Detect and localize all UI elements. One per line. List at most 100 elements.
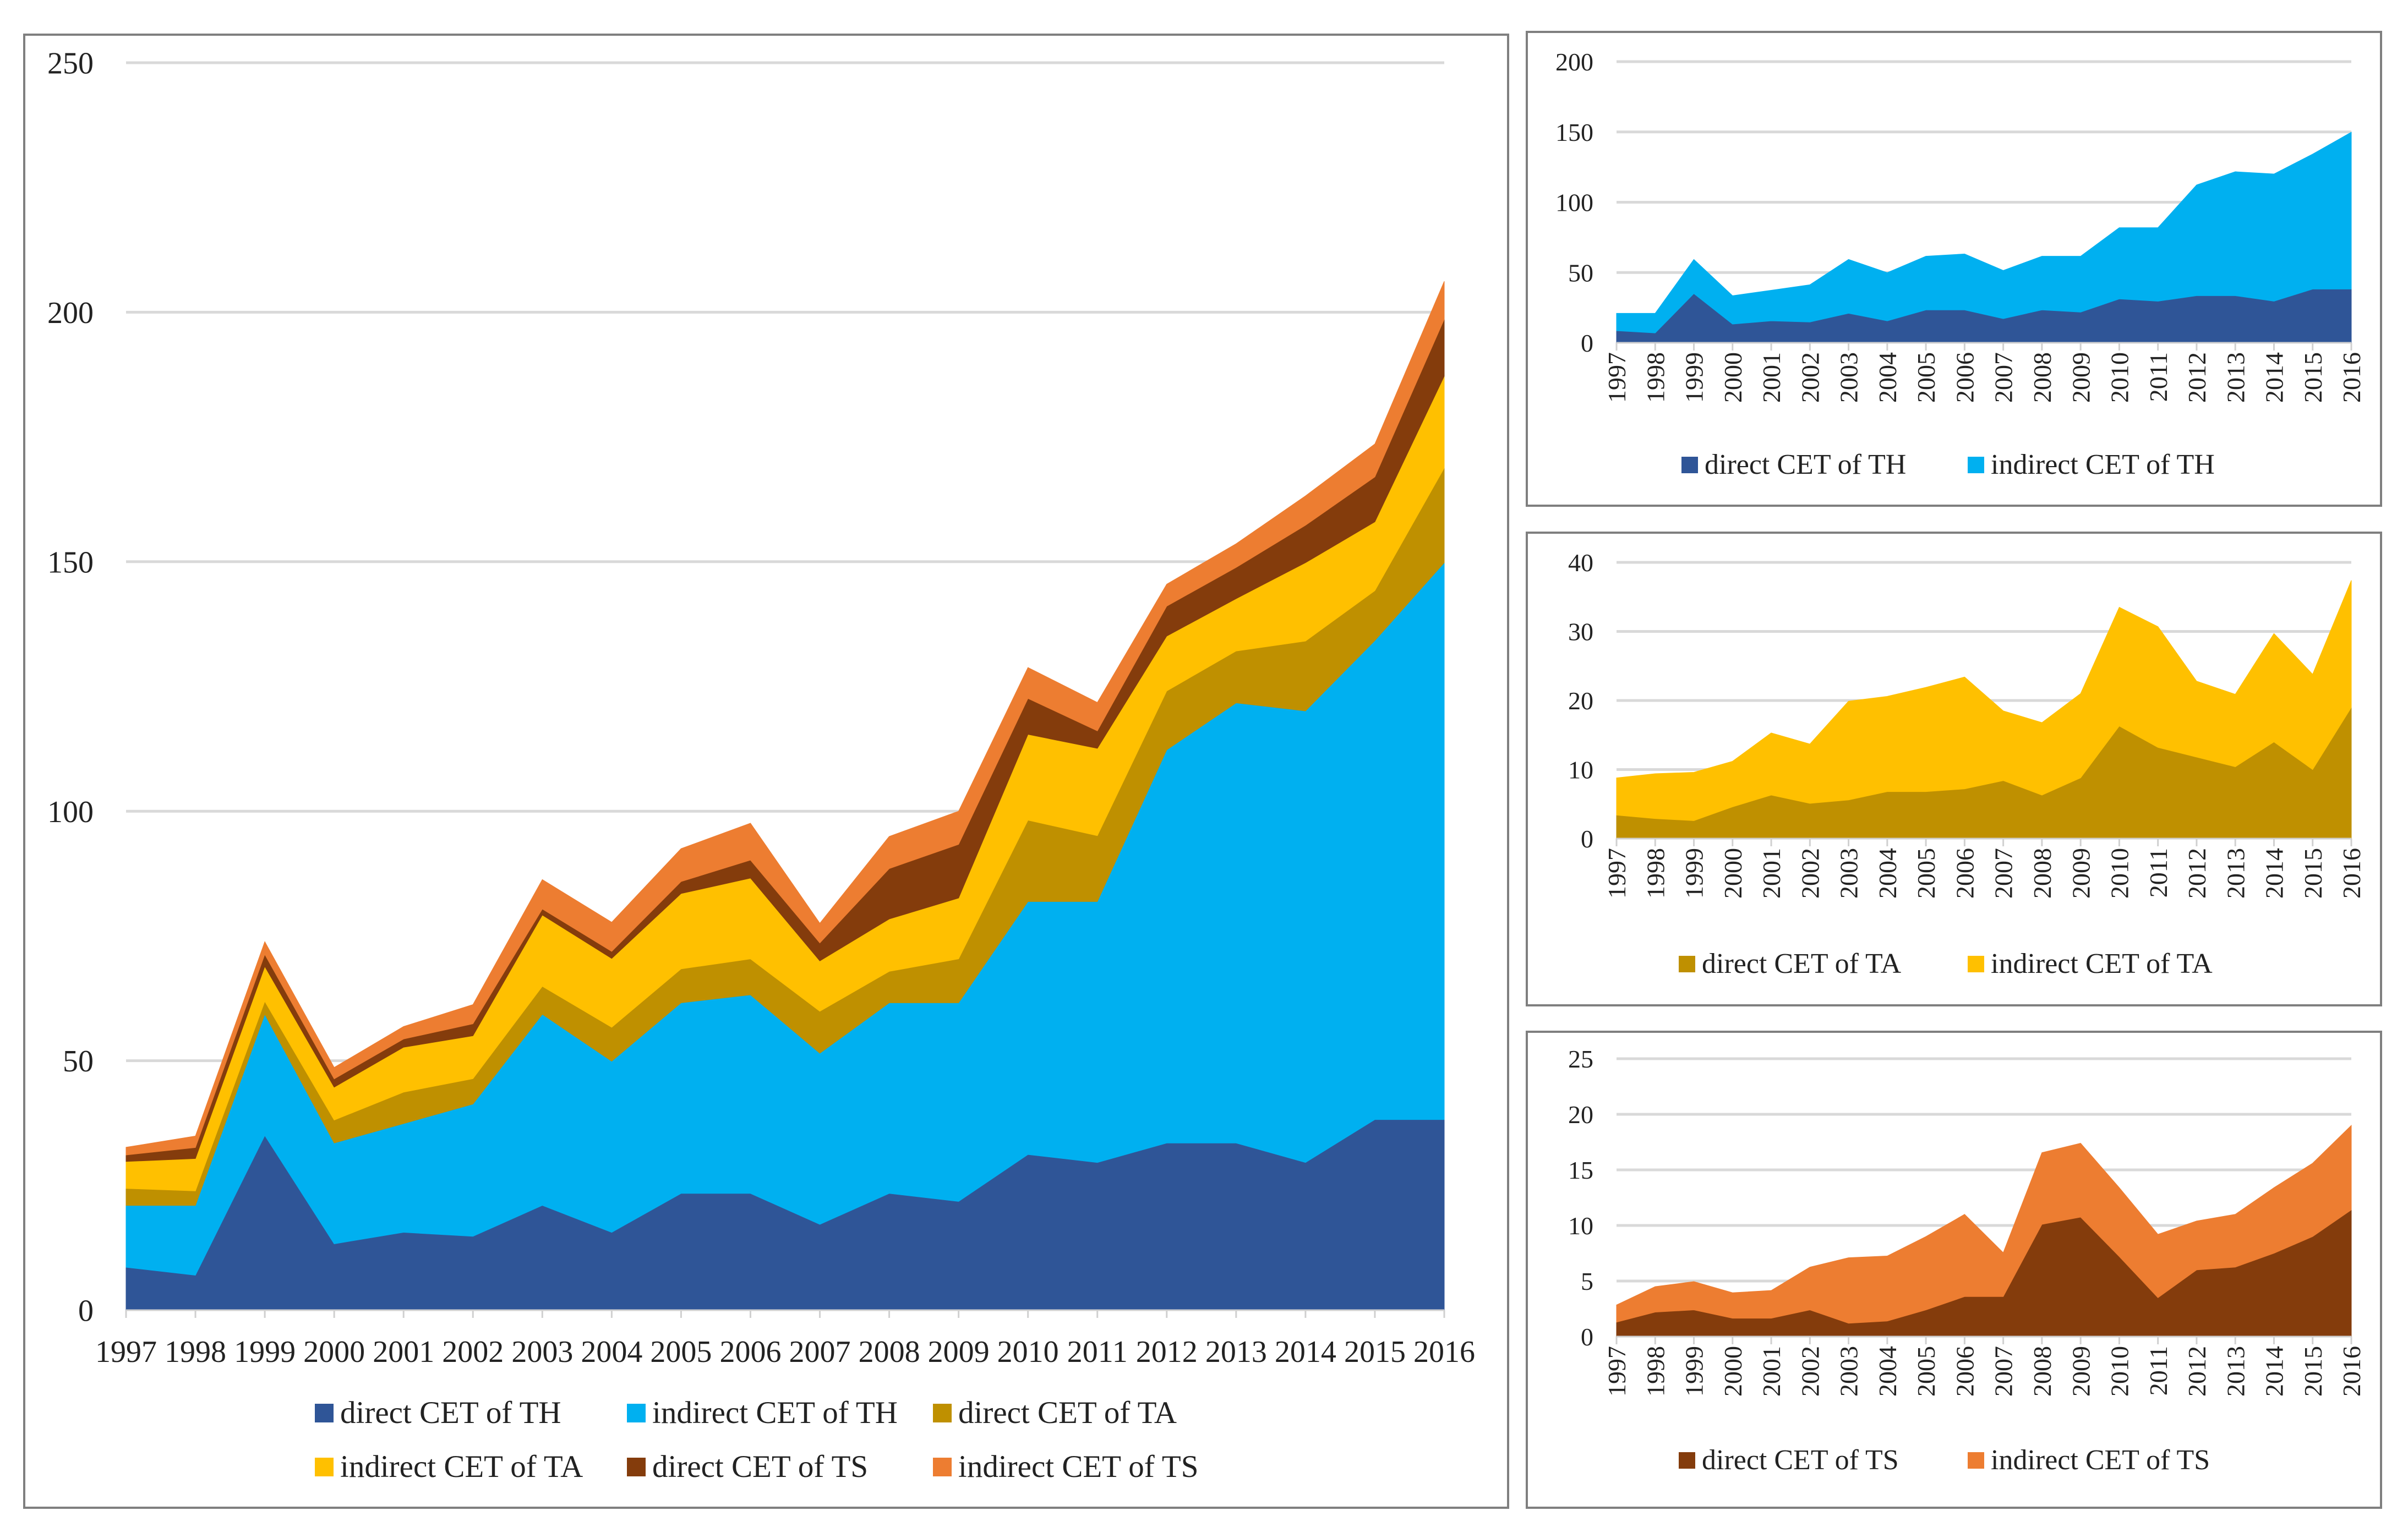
legend-ts-direct: direct CET of TS <box>1679 1444 1899 1476</box>
y-tick-label: 30 <box>1568 618 1593 646</box>
legend-label: direct CET of TH <box>1705 449 1907 480</box>
x-tick-label: 2011 <box>2144 352 2172 402</box>
x-tick-label: 2005 <box>650 1335 712 1369</box>
x-tick-label: 2001 <box>373 1335 434 1369</box>
x-tick-label: 2001 <box>1757 352 1785 403</box>
x-tick-label: 2008 <box>2028 352 2056 403</box>
x-tick-label: 1997 <box>1603 1346 1631 1397</box>
legend-direct-ts: direct CET of TS <box>627 1449 868 1485</box>
x-tick-label: 2016 <box>1413 1335 1475 1369</box>
y-tick-label: 20 <box>1568 1101 1593 1129</box>
x-tick-label: 2010 <box>997 1335 1059 1369</box>
x-tick-label: 2013 <box>2221 848 2249 899</box>
legend-label: indirect CET of TA <box>340 1449 583 1484</box>
x-tick-label: 2011 <box>2144 848 2172 897</box>
y-tick-label: 50 <box>1568 259 1593 287</box>
legend-swatch <box>315 1457 334 1476</box>
x-tick-label: 2014 <box>1275 1335 1336 1369</box>
x-tick-label: 2000 <box>1719 1346 1747 1397</box>
x-tick-label: 1998 <box>1641 848 1669 899</box>
x-tick-label: 1999 <box>1680 352 1708 403</box>
x-tick-label: 2012 <box>2183 848 2211 899</box>
x-tick-label: 2003 <box>1835 352 1863 403</box>
y-tick-label: 20 <box>1568 687 1593 715</box>
x-tick-label: 1997 <box>1603 352 1631 403</box>
y-tick-label: 5 <box>1581 1267 1593 1295</box>
area-indirect-cet-of-ts <box>1616 1125 2352 1324</box>
x-tick-label: 2004 <box>581 1335 642 1369</box>
x-tick-label: 2003 <box>511 1335 573 1369</box>
x-tick-label: 2004 <box>1874 1346 1902 1397</box>
y-tick-label: 150 <box>1555 118 1593 146</box>
x-tick-label: 2001 <box>1757 1346 1785 1397</box>
x-tick-label: 2001 <box>1757 848 1785 899</box>
legend-label: direct CET of TA <box>958 1395 1177 1430</box>
x-tick-label: 2016 <box>2338 1346 2366 1397</box>
x-tick-label: 2003 <box>1835 1346 1863 1397</box>
legend-indirect-ta: indirect CET of TA <box>315 1449 583 1485</box>
x-tick-label: 2002 <box>1796 352 1824 403</box>
y-tick-label: 250 <box>47 47 94 81</box>
x-tick-label: 2006 <box>1951 1346 1979 1397</box>
legend-direct-ta: direct CET of TA <box>933 1395 1177 1431</box>
x-tick-label: 2010 <box>2106 1346 2134 1397</box>
legend-swatch <box>1681 456 1698 473</box>
legend-label: indirect CET of TS <box>1991 1444 2210 1476</box>
legend-ts-indirect: indirect CET of TS <box>1968 1444 2210 1476</box>
legend-th-direct: direct CET of TH <box>1681 448 1906 481</box>
legend-swatch <box>933 1403 952 1422</box>
area-indirect-cet-of-ts <box>125 281 1445 1156</box>
x-tick-label: 2016 <box>2338 352 2366 403</box>
x-tick-label: 2005 <box>1912 352 1940 403</box>
x-tick-label: 2002 <box>442 1335 504 1369</box>
y-tick-label: 40 <box>1568 549 1593 577</box>
x-tick-label: 2008 <box>2028 1346 2056 1397</box>
area-indirect-cet-of-ta <box>1616 580 2352 821</box>
x-tick-label: 1997 <box>95 1335 157 1369</box>
legend-label: direct CET of TA <box>1702 948 1902 979</box>
x-tick-label: 1998 <box>1641 1346 1669 1397</box>
x-tick-label: 2015 <box>2299 352 2327 403</box>
legend-swatch <box>627 1403 646 1422</box>
x-tick-label: 2002 <box>1796 848 1824 899</box>
x-tick-label: 2007 <box>1990 848 2018 899</box>
ta-chart-panel <box>1526 532 2382 1006</box>
x-tick-label: 2007 <box>1990 1346 2018 1397</box>
x-tick-label: 2014 <box>2260 1346 2289 1397</box>
y-tick-label: 0 <box>1581 825 1593 853</box>
x-tick-label: 2011 <box>1067 1335 1128 1369</box>
legend-swatch <box>315 1403 334 1422</box>
x-tick-label: 2012 <box>2183 352 2211 403</box>
th-chart-panel <box>1526 31 2382 507</box>
legend-swatch <box>1679 955 1695 972</box>
x-tick-label: 1998 <box>165 1335 226 1369</box>
x-tick-label: 2007 <box>789 1335 851 1369</box>
x-tick-label: 2013 <box>1205 1335 1267 1369</box>
x-tick-label: 2014 <box>2260 352 2289 403</box>
y-tick-label: 25 <box>1568 1045 1593 1073</box>
legend-label: direct CET of TS <box>1702 1444 1899 1476</box>
x-tick-label: 2011 <box>2144 1346 2172 1395</box>
x-tick-label: 2004 <box>1874 848 1902 899</box>
ts-chart-panel <box>1526 1031 2382 1509</box>
y-tick-label: 15 <box>1568 1156 1593 1184</box>
x-tick-label: 2015 <box>2299 1346 2327 1397</box>
x-tick-label: 2009 <box>928 1335 990 1369</box>
legend-th-indirect: indirect CET of TH <box>1968 448 2215 481</box>
legend-label: direct CET of TS <box>652 1449 869 1484</box>
x-tick-label: 2003 <box>1835 848 1863 899</box>
x-tick-label: 2004 <box>1874 352 1902 403</box>
legend-label: indirect CET of TH <box>652 1395 898 1430</box>
legend-ta-direct: direct CET of TA <box>1679 948 1901 980</box>
x-tick-label: 2005 <box>1912 1346 1940 1397</box>
x-tick-label: 2015 <box>2299 848 2327 899</box>
x-tick-label: 2008 <box>859 1335 920 1369</box>
x-tick-label: 2007 <box>1990 352 2018 403</box>
legend-ta-indirect: indirect CET of TA <box>1968 948 2213 980</box>
area-indirect-cet-of-th <box>1616 132 2352 333</box>
x-tick-label: 2013 <box>2221 352 2249 403</box>
y-tick-label: 100 <box>47 795 94 829</box>
legend-direct-th: direct CET of TH <box>315 1395 561 1431</box>
x-tick-label: 2010 <box>2106 352 2134 403</box>
y-tick-label: 0 <box>1581 1323 1593 1351</box>
